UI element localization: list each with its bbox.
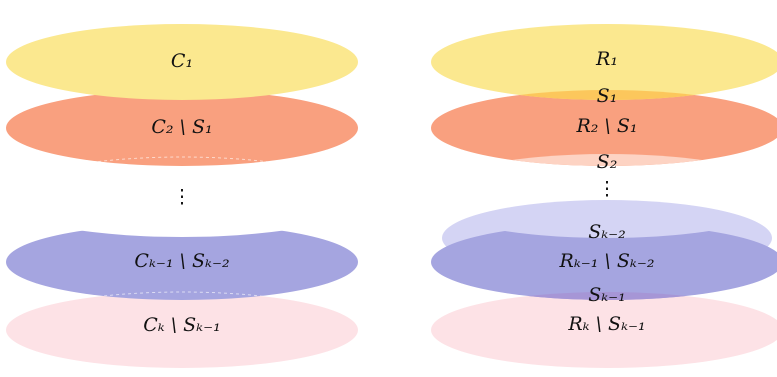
label: Rₖ \ Sₖ₋₁ [567, 313, 645, 335]
label: ⋮ [173, 186, 192, 208]
right-stack: R₁ S₁ R₂ \ S₁ S₂ ⋮ Sₖ₋₂ Rₖ₋₁ \ Sₖ₋₂ Sₖ₋₁… [431, 24, 777, 368]
label: C₂ \ S₁ [151, 116, 212, 138]
label: S₂ [597, 151, 618, 173]
label: Sₖ₋₁ [588, 284, 626, 306]
label: R₁ [595, 48, 618, 70]
label: Cₖ₋₁ \ Sₖ₋₂ [134, 250, 229, 272]
diagram: C₁ C₂ \ S₁ ⋮ Cₖ₋₁ \ Sₖ₋₂ Cₖ \ Sₖ₋₁ R₁ S₁… [0, 0, 777, 377]
label: R₂ \ S₁ [575, 115, 637, 137]
label: Cₖ \ Sₖ₋₁ [143, 314, 221, 336]
left-stack: C₁ C₂ \ S₁ ⋮ Cₖ₋₁ \ Sₖ₋₂ Cₖ \ Sₖ₋₁ [6, 24, 358, 368]
label: Sₖ₋₂ [588, 221, 626, 243]
label: S₁ [597, 85, 618, 107]
label: Rₖ₋₁ \ Sₖ₋₂ [559, 250, 655, 272]
label: ⋮ [598, 178, 617, 200]
label: C₁ [171, 50, 193, 72]
